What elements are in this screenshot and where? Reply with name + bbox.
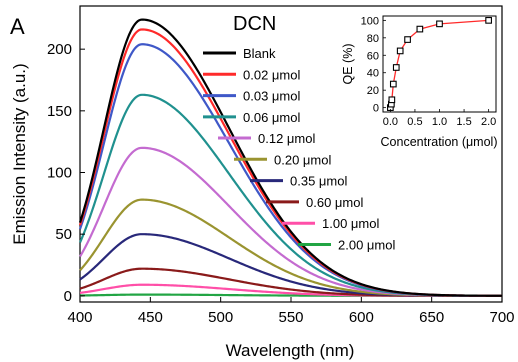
x-tick-label: 600 <box>349 309 374 326</box>
inset-x-tick-label: 0.0 <box>383 116 398 128</box>
chart-title: DCN <box>233 13 276 35</box>
series-line <box>80 234 502 296</box>
legend-label: 0.35 μmol <box>290 174 347 189</box>
x-tick-label: 650 <box>419 309 444 326</box>
x-tick-label: 500 <box>208 309 233 326</box>
panel-label: A <box>10 14 25 39</box>
y-axis-title: Emission Intensity (a.u.) <box>10 63 29 244</box>
x-tick-label: 400 <box>67 309 92 326</box>
legend-label: 1.00 μmol <box>322 216 379 231</box>
inset-y-tick-label: 20 <box>367 85 379 97</box>
y-tick-label: 0 <box>64 288 72 305</box>
inset-marker <box>391 81 397 87</box>
inset-x-axis-title: Concentration (μmol) <box>381 135 498 149</box>
inset-marker <box>405 37 411 43</box>
x-tick-label: 550 <box>278 309 303 326</box>
main-y-ticks: 0 50 100 150 200 <box>47 41 85 305</box>
inset-marker <box>397 48 403 54</box>
legend-label: 0.03 μmol <box>243 89 300 104</box>
y-tick-label: 200 <box>47 41 72 58</box>
legend-label: 0.06 μmol <box>243 110 300 125</box>
inset-marker <box>486 18 492 24</box>
y-tick-label: 100 <box>47 165 72 182</box>
legend-label: 2.00 μmol <box>338 238 395 253</box>
inset-x-tick-label: 2.0 <box>481 116 496 128</box>
inset-y-tick-label: 80 <box>367 33 379 45</box>
inset-y-tick-label: 100 <box>361 15 379 27</box>
y-tick-label: 50 <box>55 226 72 243</box>
legend-label: 0.60 μmol <box>306 195 363 210</box>
inset-y-axis-title: QE (%) <box>341 44 355 85</box>
inset-marker <box>393 65 399 71</box>
x-axis-title: Wavelength (nm) <box>226 341 355 360</box>
inset-marker <box>417 26 423 32</box>
inset-marker <box>389 97 395 103</box>
legend-label: 0.20 μmol <box>274 152 331 167</box>
inset-x-tick-label: 0.5 <box>407 116 422 128</box>
inset-y-ticks: 0 20 40 60 80 100 <box>361 15 386 114</box>
x-tick-label: 700 <box>489 309 514 326</box>
inset-x-tick-label: 1.5 <box>456 116 471 128</box>
inset-y-tick-label: 60 <box>367 50 379 62</box>
inset-y-tick-label: 40 <box>367 68 379 80</box>
main-x-ticks: 400 450 500 550 600 650 700 <box>67 297 514 326</box>
y-tick-label: 150 <box>47 103 72 120</box>
legend-label: 0.02 μmol <box>243 67 300 82</box>
inset-plot-frame <box>383 16 496 112</box>
legend-label: 0.12 μmol <box>258 131 315 146</box>
inset-x-tick-label: 1.0 <box>432 116 447 128</box>
inset-y-tick-label: 0 <box>373 103 379 115</box>
inset-marker <box>437 21 443 27</box>
x-tick-label: 450 <box>138 309 163 326</box>
legend-label: Blank <box>243 46 276 61</box>
